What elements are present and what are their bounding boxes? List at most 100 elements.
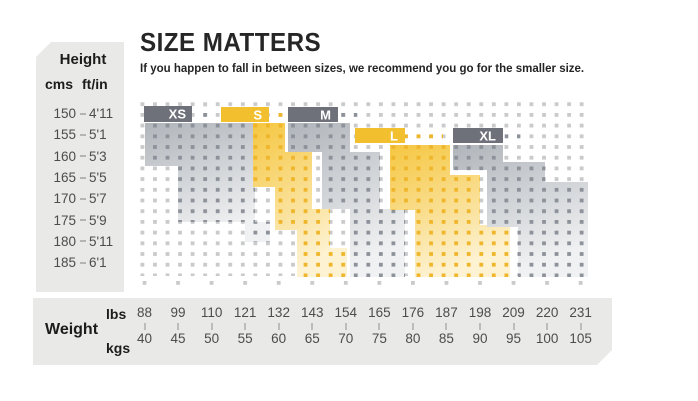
height-row: 165 5'5 (36, 167, 124, 188)
weight-tick (211, 323, 213, 330)
height-cms-value: 175 (53, 212, 76, 228)
weight-lbs-value: 231 (569, 305, 592, 320)
weight-kgs-value: 85 (438, 331, 454, 346)
height-row: 150 4'11 (36, 103, 124, 124)
weight-kgs-value: 80 (405, 331, 421, 346)
size-label-box-S (221, 107, 269, 122)
height-row: 160 5'3 (36, 146, 124, 167)
weight-tick (479, 323, 481, 330)
height-cms-value: 185 (53, 255, 76, 271)
size-label-box-M (288, 107, 338, 122)
height-row: 180 5'11 (36, 231, 124, 252)
size-label-text-S: S (253, 108, 262, 123)
weight-lbs-value: 176 (401, 305, 425, 320)
dot-grid-bottom-row (142, 281, 591, 286)
weight-lbs-value: 187 (435, 305, 458, 320)
height-dash (80, 155, 86, 158)
weight-lbs-value: 110 (200, 305, 223, 320)
weight-unit-lbs: lbs (106, 306, 127, 322)
height-dash (80, 197, 86, 200)
weight-kgs-value: 105 (569, 331, 592, 346)
height-cms-value: 180 (53, 233, 76, 249)
height-row: 185 6'1 (36, 252, 124, 273)
weight-tick (177, 323, 179, 330)
weight-kgs-value: 75 (371, 331, 387, 346)
weight-kgs-value: 40 (136, 331, 153, 346)
weight-bar: Weight lbs kgs 88 40 99 45 110 50 121 55 132 60 14… (33, 298, 612, 365)
height-ftin-value: 4'11 (89, 106, 114, 122)
height-dash (80, 240, 86, 243)
weight-column: 176 80 (395, 298, 431, 347)
weight-column: 165 75 (361, 298, 397, 347)
weight-tick (378, 323, 380, 330)
height-cms-value: 170 (53, 191, 76, 207)
size-region-XS: XS (144, 106, 270, 242)
weight-kgs-value: 50 (204, 331, 220, 346)
height-dash (80, 133, 86, 136)
height-cms-value: 160 (53, 148, 76, 164)
height-row: 175 5'9 (36, 209, 124, 230)
height-panel-title: Height (59, 51, 107, 68)
weight-lbs-value: 132 (267, 305, 290, 320)
weight-column: 154 70 (328, 298, 364, 347)
height-ftin-value: 5'3 (89, 148, 107, 164)
weight-lbs-value: 143 (300, 305, 324, 320)
size-label-tail-dots (405, 128, 443, 143)
weight-kgs-value: 70 (338, 331, 354, 346)
height-row: 170 5'7 (36, 188, 124, 209)
weight-lbs-value: 220 (535, 305, 559, 320)
height-dash (80, 219, 86, 222)
weight-tick (244, 323, 246, 330)
weight-column: 88 40 (127, 298, 163, 347)
weight-lbs-value: 165 (368, 305, 391, 320)
height-ftin-value: 5'7 (89, 191, 107, 207)
weight-tick (345, 323, 347, 330)
weight-lbs-value: 88 (136, 305, 153, 320)
weight-column: 198 90 (462, 298, 498, 347)
weight-lbs-value: 209 (502, 305, 525, 320)
weight-column: 220 100 (529, 298, 565, 347)
height-cms-value: 150 (53, 106, 76, 122)
title-block: SIZE MATTERS If you happen to fall in be… (140, 27, 584, 75)
weight-kgs-value: 100 (535, 331, 559, 346)
size-region-S: S (221, 107, 347, 277)
size-label-box-L (355, 128, 405, 143)
height-dash (80, 176, 86, 179)
weight-tick (445, 323, 447, 330)
size-label-tail-dots (505, 128, 520, 143)
height-dash (80, 112, 86, 115)
weight-lbs-value: 121 (233, 305, 257, 320)
size-label-tail-dots (196, 106, 214, 122)
weight-lbs-value: 198 (468, 305, 492, 320)
weight-kgs-value: 55 (237, 331, 253, 346)
size-label-tail-dots (271, 107, 285, 122)
weight-column: 99 45 (160, 298, 196, 347)
height-panel: Height cms ft/in 150 4'11 155 5'1 160 5'3 165 5… (36, 42, 124, 292)
weight-bar-label: Weight (45, 321, 99, 338)
weight-column: 209 95 (496, 298, 532, 347)
height-dash (80, 261, 86, 264)
height-ftin-value: 5'11 (89, 233, 114, 249)
weight-kgs-value: 90 (472, 331, 488, 346)
weight-kgs-value: 45 (170, 331, 186, 346)
weight-kgs-value: 95 (506, 331, 522, 346)
weight-tick (513, 323, 515, 330)
height-ftin-value: 5'1 (89, 127, 107, 143)
weight-tick (546, 323, 548, 330)
height-unit-ftin: ft/in (82, 76, 108, 92)
weight-column: 121 55 (227, 298, 263, 347)
weight-kgs-value: 60 (271, 331, 287, 346)
size-label-text-XL: XL (479, 129, 496, 144)
weight-tick (580, 323, 582, 330)
height-cms-value: 165 (53, 170, 76, 186)
size-label-text-L: L (390, 129, 398, 144)
height-ftin-value: 5'5 (89, 170, 107, 186)
weight-column: 187 85 (428, 298, 464, 347)
size-label-text-M: M (320, 108, 331, 123)
weight-lbs-value: 99 (170, 305, 186, 320)
page-subtitle: If you happen to fall in between sizes, … (140, 63, 585, 75)
size-label-box-XS (144, 106, 192, 122)
height-rows: 150 4'11 155 5'1 160 5'3 165 5'5 170 5'7 175 5'9 180… (36, 103, 124, 273)
